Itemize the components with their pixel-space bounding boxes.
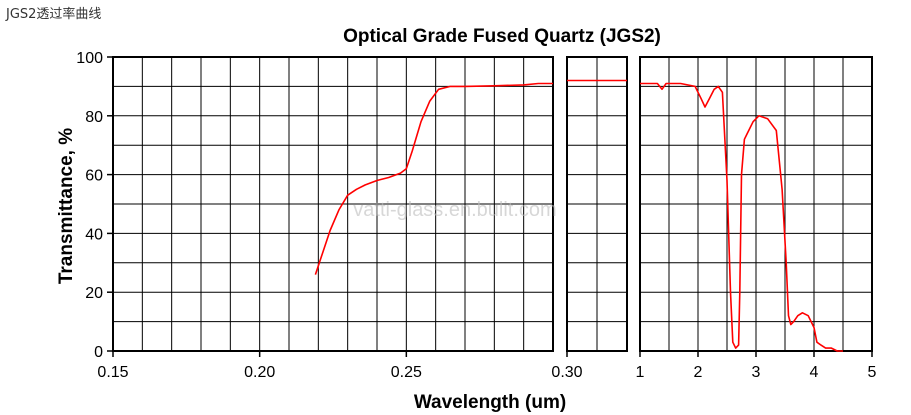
panel-frame bbox=[566, 56, 628, 352]
panel-ir: 1 2 3 4 5 bbox=[636, 56, 877, 381]
panel-frame bbox=[112, 56, 554, 352]
x-tick-label: 0.30 bbox=[551, 364, 582, 381]
y-tick-label: 0 bbox=[94, 344, 103, 361]
y-axis-label: Transmittance, % bbox=[56, 128, 77, 284]
y-tick-label: 60 bbox=[85, 168, 103, 185]
panel-mid: 0.30 bbox=[551, 56, 628, 381]
y-tick-label: 80 bbox=[85, 109, 103, 126]
y-tick-label: 100 bbox=[76, 50, 103, 67]
x-tick-label: 5 bbox=[868, 364, 877, 381]
x-tick-label: 0.15 bbox=[97, 364, 128, 381]
transmittance-line-uv bbox=[314, 82, 553, 275]
x-tick-label: 0.25 bbox=[391, 364, 422, 381]
x-tick-label: 0.20 bbox=[244, 364, 275, 381]
chart-title: Optical Grade Fused Quartz (JGS2) bbox=[343, 26, 661, 47]
page-caption: JGS2透过率曲线 bbox=[6, 7, 102, 22]
y-tick-label: 40 bbox=[85, 226, 103, 243]
watermark: vatti-glass.en.bulit.com bbox=[353, 199, 556, 221]
x-tick-label: 2 bbox=[694, 364, 703, 381]
x-axis-label: Wavelength (um) bbox=[414, 392, 566, 413]
x-tick-label: 1 bbox=[636, 364, 645, 381]
panel-uv: 0.15 0.20 0.25 bbox=[97, 56, 554, 381]
x-tick-label: 4 bbox=[810, 364, 819, 381]
y-tick-label: 20 bbox=[85, 285, 103, 302]
transmittance-line-ir bbox=[640, 82, 843, 352]
x-tick-label: 3 bbox=[752, 364, 761, 381]
